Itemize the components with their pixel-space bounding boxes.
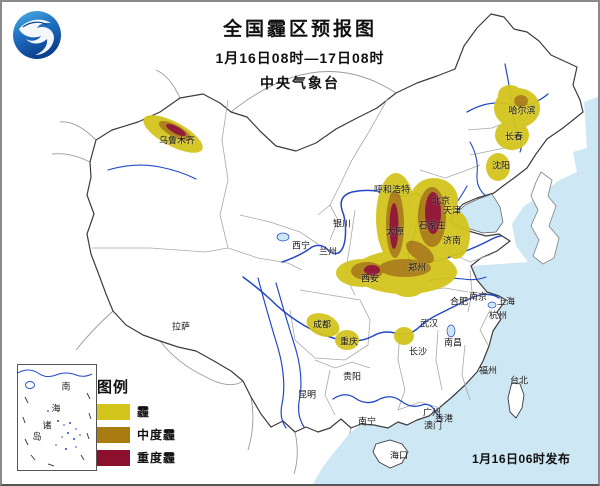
forecast-period: 1月16日08时—17日08时 — [215, 50, 385, 66]
inset-char: 诸 — [42, 420, 52, 431]
haze-patch-severe — [364, 265, 380, 275]
map-header: 全国霾区预报图 1月16日08时—17日08时 中央气象台 — [0, 14, 600, 93]
legend: 图例 霾中度霾重度霾 — [97, 376, 176, 472]
legend-label: 重度霾 — [137, 451, 177, 465]
haze-patch-severe — [425, 192, 441, 234]
cma-dragon-logo-icon — [11, 9, 63, 66]
legend-label: 中度霾 — [137, 428, 177, 442]
hainan-island — [372, 439, 409, 469]
haze-patch-severe — [389, 203, 399, 249]
haze-patch-haze — [392, 277, 424, 297]
legend-rows: 霾中度霾 重度霾 — [97, 403, 176, 466]
legend-label: 霾 — [137, 405, 151, 419]
agency-name: 中央气象台 — [260, 75, 340, 91]
taiwan-island — [507, 381, 525, 419]
haze-patch-haze — [335, 330, 359, 350]
legend-swatch-moderate — [97, 426, 130, 443]
yangtze-river — [242, 276, 500, 342]
south-china-sea-inset: 南海诸岛 — [17, 364, 97, 471]
sea-area — [312, 96, 600, 486]
inset-char: 海 — [51, 403, 61, 414]
inset-char: 岛 — [32, 431, 42, 442]
haze-patch-severe — [166, 123, 186, 137]
issue-time: 1月16日06时发布 — [472, 452, 571, 466]
haze-patch-moderate — [514, 95, 528, 107]
legend-item-severe: 重度霾 — [97, 449, 176, 466]
legend-swatch-severe — [97, 449, 130, 466]
haze-patch-haze — [486, 153, 510, 181]
haze-patch-haze — [442, 211, 470, 259]
korea-landmass — [530, 171, 560, 265]
haze-patch-haze — [495, 120, 529, 150]
liao-river — [469, 141, 487, 197]
legend-item-moderate: 中度霾 — [97, 426, 176, 443]
haze-patch-moderate — [406, 240, 434, 264]
tarim-river — [107, 164, 197, 180]
inset-char: 南 — [61, 381, 71, 392]
haze-patch-haze — [306, 313, 340, 337]
haze-patches — [143, 85, 540, 350]
page-title: 全国霾区预报图 — [222, 19, 377, 40]
haze-patch-moderate — [379, 259, 431, 277]
legend-item-haze: 霾 — [97, 403, 176, 420]
legend-title: 图例 — [97, 379, 130, 396]
legend-swatch-haze — [97, 403, 130, 420]
haze-patch-haze — [394, 327, 414, 345]
pearl-river — [332, 394, 442, 420]
